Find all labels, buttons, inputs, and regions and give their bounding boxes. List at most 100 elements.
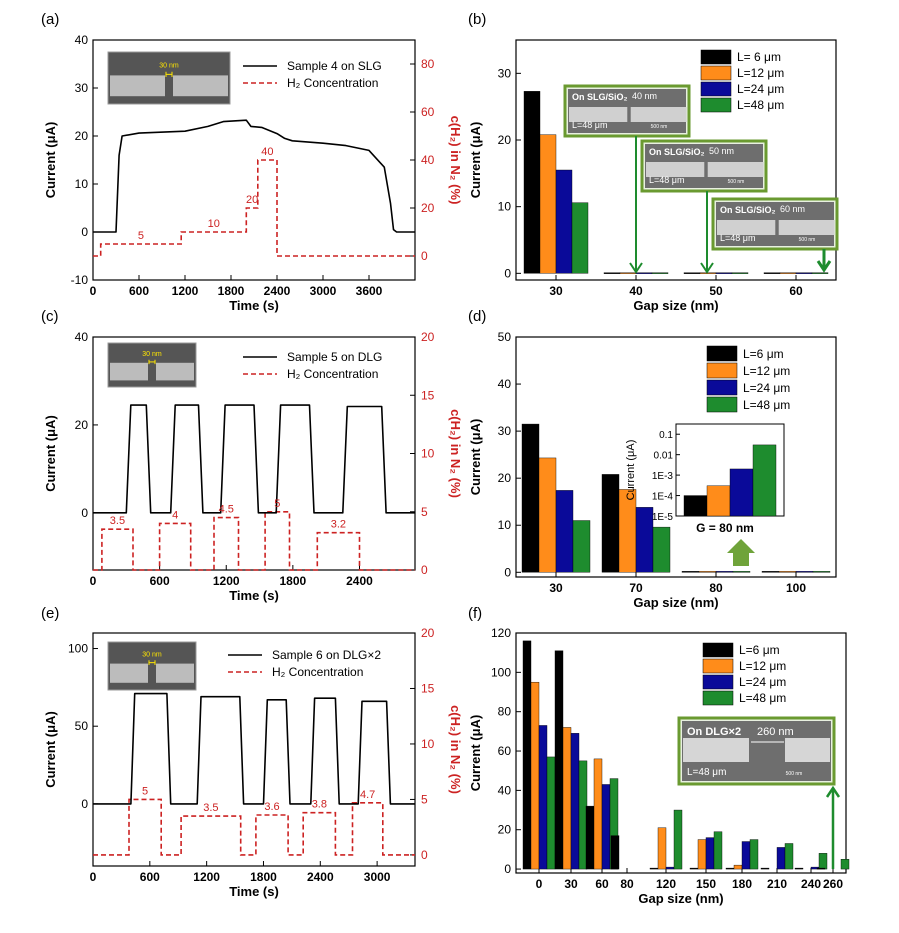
chart-e-h2-annotation: 3.6 bbox=[264, 801, 279, 813]
chart-d-legend-label: L=6 μm bbox=[743, 347, 784, 361]
chart-b-bar bbox=[571, 202, 589, 274]
chart-f-bar bbox=[697, 839, 707, 870]
d-inset-ytick-label: 0.1 bbox=[659, 430, 673, 441]
d-inset-bar bbox=[683, 495, 708, 517]
b-inset-60-electrode-right bbox=[778, 220, 835, 235]
chart-f-bar bbox=[818, 853, 828, 870]
chart-f-xtick-label: 30 bbox=[564, 877, 578, 891]
chart-c-h2-annotation: 5 bbox=[274, 498, 280, 510]
chart-b-legend-swatch bbox=[700, 81, 732, 97]
chart-f-bar bbox=[713, 831, 723, 870]
chart-b-bar bbox=[811, 272, 829, 274]
chart-a-xtick-label: 1200 bbox=[172, 284, 199, 298]
chart-d-bar bbox=[601, 474, 620, 573]
chart-e-legend-h2: H₂ Concentration bbox=[272, 665, 363, 679]
chart-f-xtick-label: 150 bbox=[696, 877, 716, 891]
chart-c-legend-h2: H₂ Concentration bbox=[287, 367, 378, 381]
chart-f-xtick-label: 120 bbox=[656, 877, 676, 891]
b-arrow-40-head bbox=[629, 262, 643, 274]
b-inset-40-length: L=48 μm bbox=[572, 120, 607, 130]
chart-f-bar bbox=[585, 805, 595, 870]
d-arrow-icon bbox=[727, 539, 755, 566]
chart-e-h2-annotation: 5 bbox=[142, 785, 148, 797]
chart-b-legend-label: L=48 μm bbox=[737, 98, 784, 112]
chart-a-h2-annotation: 5 bbox=[138, 230, 144, 242]
chart-a-ytick-label: 40 bbox=[75, 33, 89, 47]
chart-a-y2tick-label: 40 bbox=[421, 153, 435, 167]
chart-d-frame bbox=[515, 336, 837, 578]
chart-c-h2-series bbox=[93, 511, 415, 571]
sem-inset-a-electrode-left bbox=[110, 75, 165, 97]
chart-a-xtick-label: 3000 bbox=[310, 284, 337, 298]
sem-inset-e-electrode-right bbox=[156, 663, 194, 683]
chart-f-legend-label: L=6 μm bbox=[739, 643, 780, 657]
chart-f-ytick-label: 60 bbox=[498, 744, 512, 758]
chart-f-ytick-label: 0 bbox=[504, 862, 511, 876]
chart-c-legend-current: Sample 5 on DLG bbox=[287, 350, 382, 364]
chart-f-legend-swatch bbox=[702, 642, 734, 658]
panel-label-f: (f) bbox=[468, 605, 482, 622]
chart-d-bar bbox=[761, 571, 780, 573]
chart-a-y2tick-label: 80 bbox=[421, 57, 435, 71]
chart-b-bar bbox=[763, 272, 781, 274]
chart-c-xtick-label: 1800 bbox=[280, 574, 307, 588]
chart-f-bar bbox=[538, 725, 548, 870]
chart-e-y2tick-label: 15 bbox=[421, 681, 435, 695]
chart-a-ylabel: Current (μA) bbox=[43, 122, 58, 199]
d-inset-bar bbox=[729, 468, 754, 517]
chart-e-h2-series bbox=[93, 798, 415, 856]
chart-c-current-series bbox=[93, 404, 415, 514]
chart-d-legend-swatch bbox=[706, 362, 738, 379]
b-inset-50: On SLG/SiO₂ 50 nm L=48 μm 500 nm bbox=[640, 139, 768, 193]
chart-c-y2tick-label: 0 bbox=[421, 563, 428, 577]
chart-b-bar bbox=[555, 169, 573, 274]
chart-c-xtick-label: 0 bbox=[90, 574, 97, 588]
chart-f-xtick-label: 260 bbox=[823, 877, 843, 891]
chart-f-xtick-label: 80 bbox=[620, 877, 634, 891]
chart-d-bar bbox=[732, 571, 751, 573]
chart-b-bar bbox=[731, 272, 749, 274]
chart-c-ytick-label: 40 bbox=[75, 330, 89, 344]
panel-label-b: (b) bbox=[468, 11, 486, 28]
chart-f-bar bbox=[570, 733, 580, 870]
chart-f-bar bbox=[749, 839, 759, 870]
chart-c-xtick-label: 2400 bbox=[346, 574, 373, 588]
sem-inset-a: 30 nm bbox=[107, 51, 231, 105]
chart-f-bar bbox=[601, 784, 611, 870]
chart-f-bar bbox=[546, 756, 556, 870]
chart-d-legend-swatch bbox=[706, 396, 738, 413]
b-inset-50-scale: 500 nm bbox=[728, 179, 745, 185]
chart-a-legend-h2: H₂ Concentration bbox=[287, 76, 378, 90]
chart-a-y2label: c(H₂) in N₂ (%) bbox=[448, 116, 463, 205]
chart-b-frame bbox=[515, 39, 837, 281]
chart-e-ytick-label: 0 bbox=[81, 797, 88, 811]
chart-a-current-series bbox=[93, 119, 415, 233]
chart-e-current-series bbox=[93, 692, 415, 805]
chart-f-bar bbox=[657, 827, 667, 870]
chart-c-h2-annotation: 4 bbox=[172, 509, 178, 521]
chart-d-bar bbox=[618, 489, 637, 573]
chart-f-legend-label: L=12 μm bbox=[739, 659, 786, 673]
chart-b-bar bbox=[683, 272, 701, 274]
chart-b-bar bbox=[523, 91, 541, 274]
chart-d-xtick-label: 70 bbox=[629, 581, 643, 595]
sem-inset-e: 30 nm bbox=[107, 641, 197, 691]
b-inset-60-electrode-left bbox=[717, 220, 776, 235]
chart-d-legend-label: L=24 μm bbox=[743, 381, 790, 395]
chart-d-legend-swatch bbox=[706, 345, 738, 362]
chart-f-legend-label: L=48 μm bbox=[739, 691, 786, 705]
f-inset-electrode-left bbox=[683, 738, 749, 762]
chart-b-legend-label: L=24 μm bbox=[737, 82, 784, 96]
chart-b-bar bbox=[715, 272, 733, 274]
chart-f-xtick-label: 0 bbox=[536, 877, 543, 891]
b-inset-60: On SLG/SiO₂ 60 nm L=48 μm 500 nm bbox=[711, 197, 839, 251]
chart-b-legend-swatch bbox=[700, 97, 732, 113]
chart-e-xtick-label: 1200 bbox=[193, 870, 220, 884]
b-inset-60-length: L=48 μm bbox=[720, 233, 755, 243]
chart-b-ytick-label: 30 bbox=[498, 66, 512, 80]
chart-e-xlabel: Time (s) bbox=[229, 884, 279, 899]
chart-c-h2-annotation: 3.5 bbox=[110, 515, 125, 527]
chart-b-bar bbox=[699, 272, 717, 274]
b-inset-40-scale: 500 nm bbox=[651, 124, 668, 130]
chart-d-xtick-label: 80 bbox=[709, 581, 723, 595]
